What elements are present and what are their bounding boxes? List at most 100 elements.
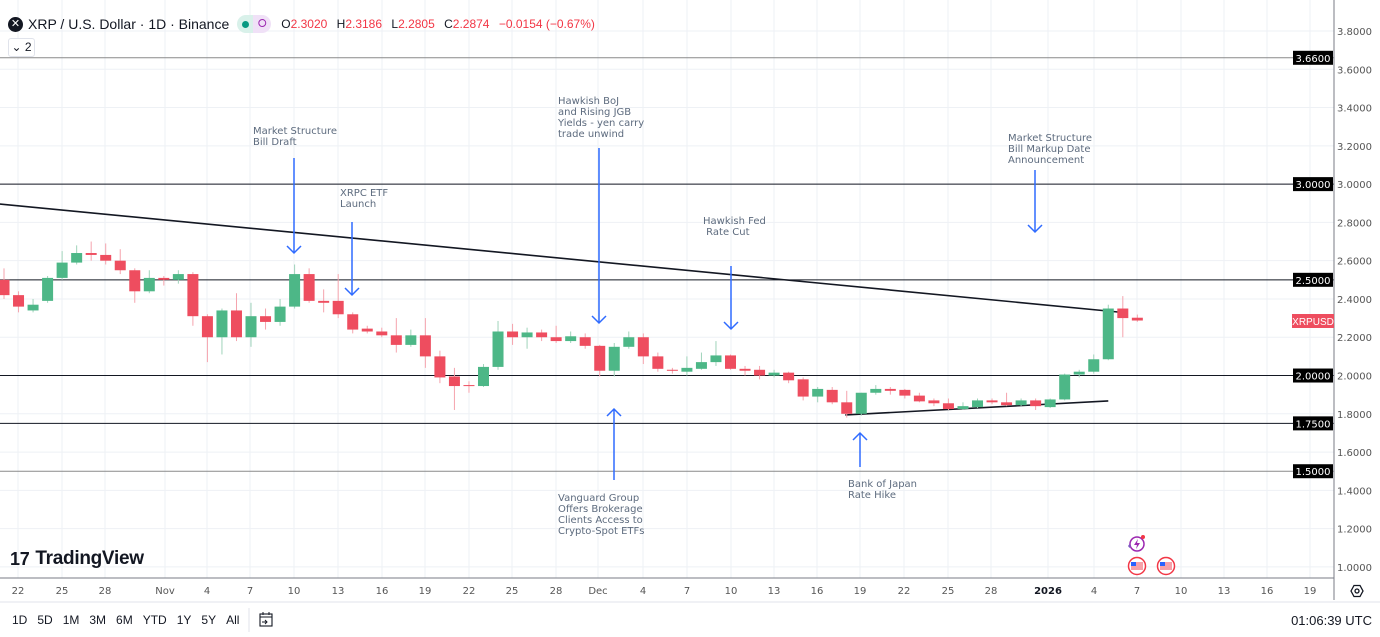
candle-down [463, 385, 475, 387]
go-to-date-calendar-icon[interactable] [258, 611, 274, 627]
market-open-icon[interactable] [237, 15, 254, 33]
share-icon[interactable]: ⭘ [253, 15, 272, 33]
candle-down [230, 310, 242, 338]
symbol-title[interactable]: XRP / U.S. Dollar · 1D · Binance [28, 16, 230, 32]
time-tick-label: 7 [247, 586, 253, 597]
candle-up [695, 362, 707, 369]
time-axis[interactable]: 22 25 28 Nov 4 7 10 13 16 19 22 25 28 Dec 4 7 10 13 16 19 22… [12, 586, 1317, 597]
lightning-event-icon[interactable] [1128, 535, 1145, 552]
range-1m[interactable]: 1M [62, 613, 80, 627]
time-tick-label: 13 [332, 586, 345, 597]
candle-down [536, 332, 548, 338]
chart-settings-icon[interactable] [1350, 584, 1364, 598]
time-tick-label: 10 [1175, 586, 1188, 597]
candle-down [579, 337, 591, 346]
time-tick-label: 19 [854, 586, 867, 597]
arrow-down-msb-draft[interactable] [286, 158, 302, 255]
candle-up [1102, 308, 1114, 360]
candles [0, 241, 1143, 418]
candle-down [332, 300, 344, 315]
range-1d[interactable]: 1D [12, 613, 28, 627]
chart-grid [0, 0, 1334, 578]
annotation-hawkish-fed[interactable]: Hawkish Fed Rate Cut [703, 216, 766, 238]
price-tick-label: 1.2000 [1337, 525, 1372, 536]
level-price-tag [1293, 416, 1333, 431]
range-5d[interactable]: 5D [37, 613, 53, 627]
price-tick-label: 1.0000 [1337, 563, 1372, 574]
candle-up [143, 277, 155, 292]
status-badges[interactable]: ⭘ [237, 15, 272, 33]
candle-up [855, 392, 867, 414]
candle-up [608, 346, 620, 371]
candle-down [666, 369, 678, 371]
candle-down [1131, 317, 1143, 321]
tradingview-logo[interactable]: 17 TradingView [10, 548, 144, 569]
level-price-tag [1293, 464, 1333, 479]
arrow-down-xrpc-etf[interactable] [344, 222, 360, 297]
candle-down [826, 389, 838, 403]
time-tick-label: 25 [506, 586, 519, 597]
annotation-boj-hike[interactable]: Bank of Japan Rate Hike [848, 479, 917, 501]
arrow-up-boj-hike[interactable] [852, 431, 868, 467]
trendlines[interactable] [0, 203, 1126, 416]
utc-clock[interactable]: 01:06:39 UTC [1291, 613, 1372, 628]
candle-up [405, 335, 417, 345]
arrow-up-vanguard[interactable] [606, 407, 622, 480]
annotation-xrpc-etf[interactable]: XRPC ETF Launch [340, 188, 388, 210]
candle-down [318, 300, 330, 303]
time-tick-label: 28 [99, 586, 112, 597]
candle-down [754, 369, 766, 376]
annotation-msb-markup[interactable]: Market Structure Bill Markup Date Announce… [1008, 133, 1092, 166]
price-tick-label: 2.4000 [1337, 295, 1372, 306]
arrow-down-hawkish-fed[interactable] [723, 266, 739, 331]
candle-up [27, 304, 39, 311]
time-tick-label: 19 [419, 586, 432, 597]
candle-up [870, 388, 882, 393]
candle-down [507, 331, 519, 338]
range-5y[interactable]: 5Y [201, 613, 217, 627]
time-tick-label: 13 [768, 586, 781, 597]
range-all[interactable]: All [226, 613, 240, 627]
arrow-down-msb-markup[interactable] [1027, 170, 1043, 234]
candle-up [1073, 371, 1085, 375]
level-price-label: 3.6600 [1296, 54, 1331, 65]
range-ytd[interactable]: YTD [142, 613, 167, 627]
time-tick-label: 13 [1218, 586, 1231, 597]
ohlc-values: O2.3020 H2.3186 L2.2805 C2.2874 −0.0154 … [281, 17, 595, 31]
trendline-descending-resistance [0, 203, 1126, 314]
time-tick-label: 4 [1091, 586, 1097, 597]
candle-down [986, 400, 998, 403]
price-tick-label: 3.6000 [1337, 65, 1372, 76]
time-tick-label: 28 [985, 586, 998, 597]
price-tick-label: 3.2000 [1337, 142, 1372, 153]
range-3m[interactable]: 3M [89, 613, 107, 627]
range-1y[interactable]: 1Y [176, 613, 192, 627]
xrp-logo-icon: ✕ [8, 16, 23, 32]
range-6m[interactable]: 6M [116, 613, 133, 627]
us-economic-event-icon-2[interactable] [1156, 556, 1176, 576]
trendline-ascending-support [845, 400, 1109, 416]
indicators-collapse-button[interactable]: ⌄ 2 [8, 38, 35, 57]
level-price-label: 3.0000 [1296, 180, 1331, 191]
annotation-arrows[interactable] [286, 148, 1043, 480]
candle-down [419, 335, 431, 357]
annotation-vanguard[interactable]: Vanguard Group Offers Brokerage Clients Ac… [558, 493, 645, 537]
price-tick-label: 2.8000 [1337, 218, 1372, 229]
price-axis[interactable]: 3.8000 3.6000 3.4000 3.2000 3.0000 2.8000 2.60… [1337, 27, 1372, 574]
candle-down [158, 277, 170, 280]
candle-down [739, 368, 751, 371]
price-tick-label: 2.6000 [1337, 257, 1372, 268]
annotation-hawkish-boj[interactable]: Hawkish BoJ and Rising JGB Yields - yen ca… [557, 96, 644, 140]
candle-down [201, 316, 213, 338]
us-economic-event-icon[interactable] [1127, 556, 1147, 576]
annotation-msb-draft[interactable]: Market Structure Bill Draft [253, 126, 337, 148]
horizontal-levels[interactable] [0, 57, 1334, 472]
level-price-tag [1293, 368, 1333, 383]
candle-up [477, 366, 489, 387]
candle-down [129, 270, 141, 292]
level-price-label: 2.5000 [1296, 276, 1331, 287]
candle-up [216, 310, 228, 338]
arrow-down-hawkish-boj[interactable] [591, 148, 607, 325]
time-tick-label: 22 [898, 586, 911, 597]
